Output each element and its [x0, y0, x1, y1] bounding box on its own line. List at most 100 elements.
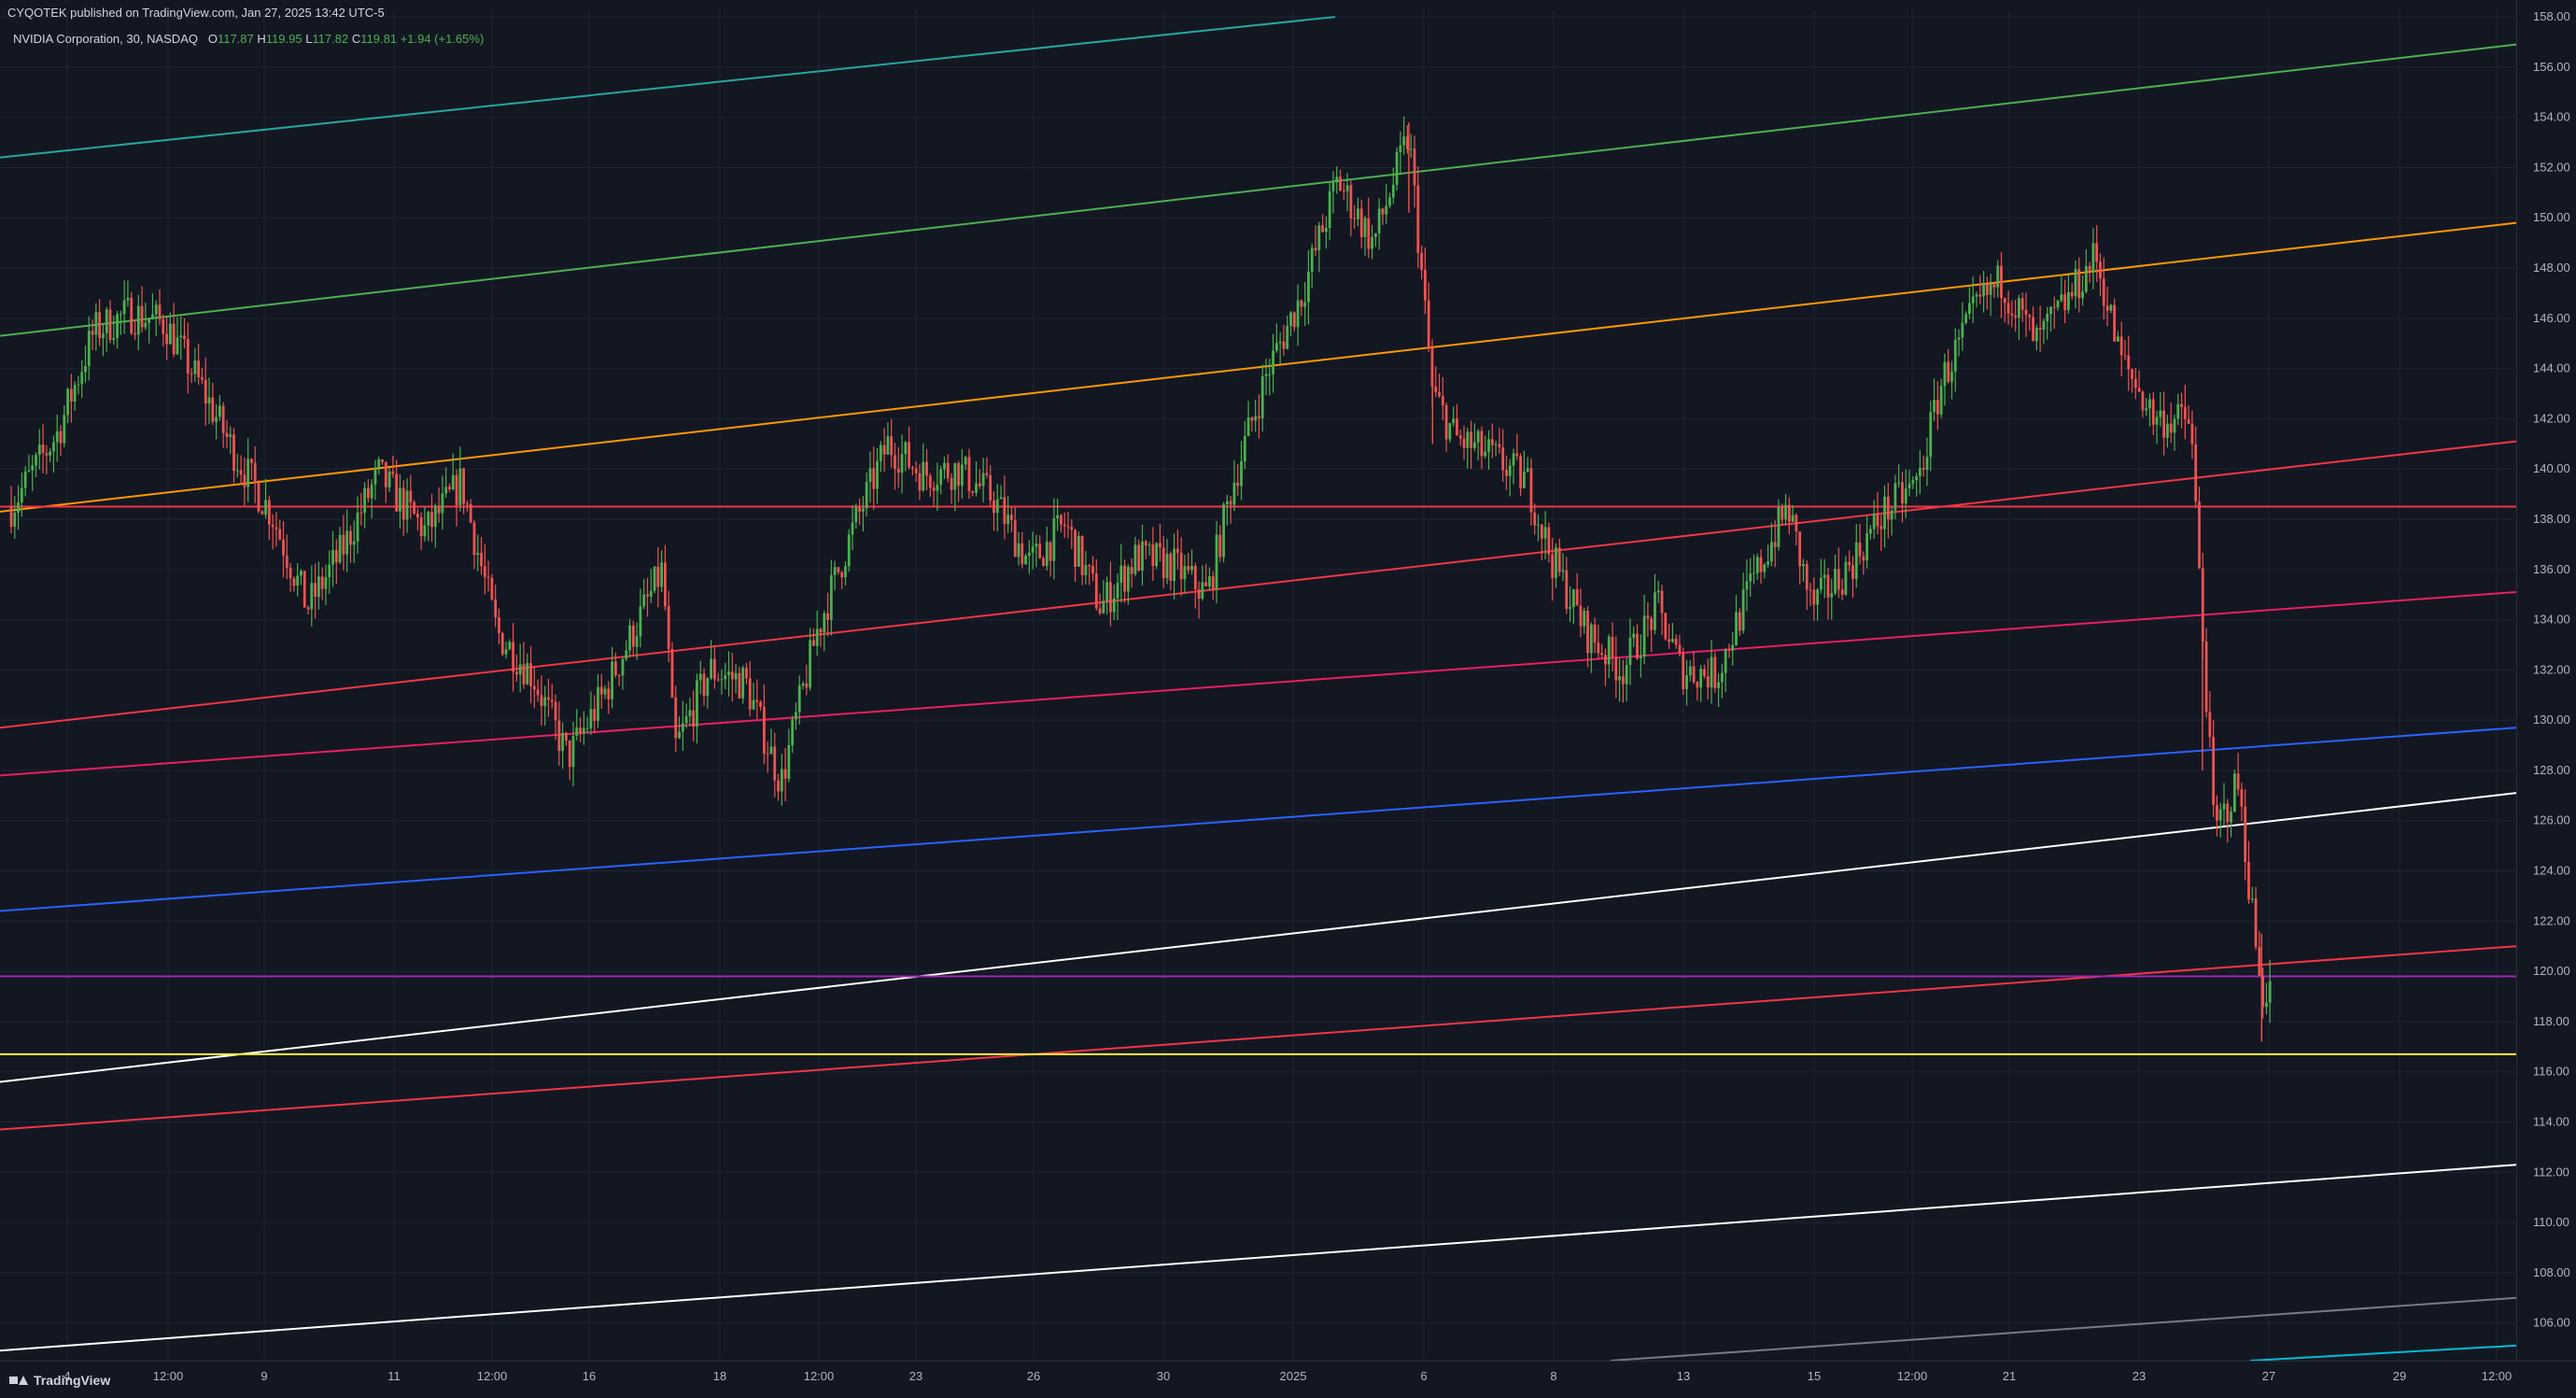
candle-body [571, 735, 575, 768]
candle-body [865, 481, 868, 509]
candle-body [2261, 975, 2265, 1008]
candle-body [1593, 624, 1597, 643]
candle-body [989, 474, 992, 501]
candle-body [504, 649, 508, 655]
candle-body [2038, 328, 2042, 330]
candle-body [660, 562, 664, 587]
candle-body [9, 506, 13, 528]
candle-body [274, 527, 278, 530]
trendline[interactable] [0, 1164, 2517, 1352]
candle-body [833, 567, 837, 575]
candle-body [2151, 399, 2155, 425]
tradingview-brand[interactable]: TradingView [9, 1373, 110, 1388]
candle-body [1961, 322, 1964, 338]
candles[interactable] [9, 116, 2272, 1042]
candle-body [745, 668, 748, 679]
candle-body [267, 500, 271, 525]
candle-body [1335, 177, 1339, 183]
candle-body [1328, 191, 1331, 229]
candle-body [992, 500, 995, 514]
candle-body [1727, 649, 1731, 651]
candle-body [215, 417, 218, 422]
candle-body [405, 490, 409, 520]
candle-body [260, 511, 264, 515]
candle-body [1844, 561, 1848, 595]
candle-body [1416, 185, 1420, 253]
trendline[interactable] [1610, 1296, 2517, 1362]
x-tick-label: 12:00 [2482, 1369, 2513, 1383]
trendline[interactable] [2249, 1344, 2517, 1362]
y-tick-label: 158.00 [2533, 9, 2570, 23]
candle-body [207, 397, 211, 403]
candle-body [1222, 503, 1225, 558]
candle-body [975, 483, 978, 493]
high-label: H [257, 32, 266, 46]
trendline[interactable] [0, 43, 2517, 337]
candle-body [172, 323, 176, 355]
candle-body [1021, 543, 1024, 565]
candle-body [303, 571, 306, 608]
candle-body [1968, 303, 1971, 315]
candle-body [795, 712, 797, 720]
drawings[interactable] [0, 16, 2517, 1362]
tradingview-logo-icon [9, 1375, 28, 1386]
candle-body [225, 432, 229, 437]
candle-body [2166, 423, 2169, 438]
candle-body [151, 314, 154, 319]
candle-body [1151, 544, 1155, 566]
candle-body [1982, 283, 1985, 297]
candle-body [1006, 515, 1010, 525]
candle-body [1501, 447, 1505, 471]
candle-body [1367, 218, 1371, 249]
candle-body [1119, 565, 1123, 584]
candle-body [2003, 298, 2006, 304]
candle-body [136, 305, 140, 335]
trendline[interactable] [0, 590, 2517, 777]
candle-body [1109, 582, 1112, 613]
candle-body [494, 599, 498, 618]
candle-body [1371, 236, 1373, 249]
candle-body [1919, 468, 1921, 476]
candle-body [547, 697, 550, 700]
candle-body [1656, 590, 1660, 593]
candle-body [356, 512, 359, 542]
candle-body [564, 732, 568, 741]
x-tick-label: 6 [1420, 1369, 1427, 1383]
y-tick-label: 138.00 [2533, 512, 2570, 526]
candle-body [1699, 669, 1703, 688]
candle-body [1519, 456, 1522, 488]
candle-body [1423, 269, 1427, 301]
y-tick-label: 140.00 [2533, 461, 2570, 475]
open-value: 117.87 [217, 32, 254, 46]
candle-body [1307, 271, 1310, 303]
trendline[interactable] [0, 727, 2517, 912]
candle-body [1094, 573, 1098, 609]
candle-body [1250, 417, 1254, 421]
candle-body [2117, 336, 2119, 342]
candle-body [1830, 593, 1834, 598]
candle-body [1678, 644, 1682, 654]
trendline[interactable] [0, 792, 2517, 1083]
candle-body [882, 445, 886, 455]
candle-body [978, 483, 981, 487]
candle-body [1802, 564, 1805, 567]
candle-body [1385, 205, 1388, 215]
candle-body [1240, 460, 1243, 487]
candle-body [854, 507, 858, 523]
candle-body [1682, 653, 1685, 690]
trendline[interactable] [0, 440, 2517, 729]
candle-body [1017, 543, 1021, 558]
candle-body [441, 493, 444, 514]
candle-body [1858, 543, 1862, 557]
candle-body [2204, 641, 2208, 713]
candle-body [399, 487, 401, 512]
candle-body [1349, 185, 1353, 219]
candle-body [193, 360, 197, 374]
candle-body [401, 487, 405, 520]
candle-body [1159, 543, 1161, 548]
trendline[interactable] [0, 16, 1336, 159]
candle-body [349, 530, 352, 545]
